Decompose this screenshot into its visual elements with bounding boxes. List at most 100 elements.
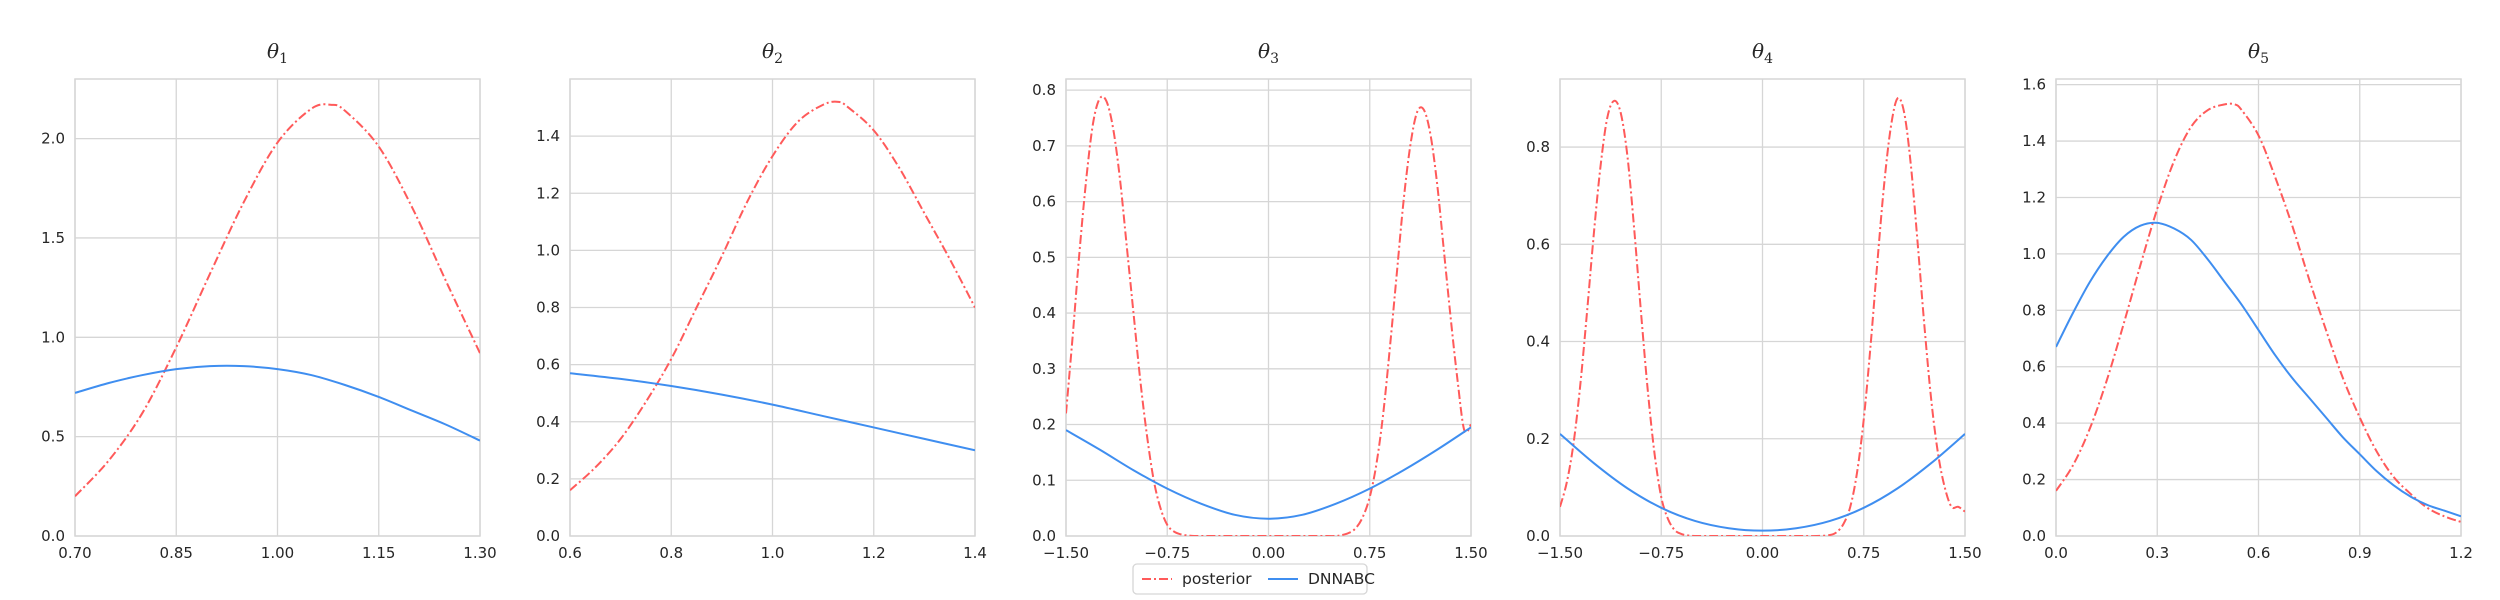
panel-title: θ1 bbox=[267, 39, 288, 67]
legend-dnnabc-label: DNNABC bbox=[1308, 570, 1375, 588]
y-tick-label: 1.2 bbox=[536, 184, 560, 202]
posterior-line bbox=[2056, 102, 2461, 523]
panel-title: θ3 bbox=[1258, 39, 1279, 67]
y-tick-label: 2.0 bbox=[41, 130, 65, 148]
panel-title-symbol: θ bbox=[267, 39, 279, 63]
y-tick-label: 1.0 bbox=[41, 328, 65, 346]
series-group bbox=[2056, 102, 2461, 523]
subplot-3: −1.50 −0.75 0.00 0.75 1.50 0.0 0.1 0.2 0.3 0.4 0.5… bbox=[1032, 39, 1488, 562]
dnnabc-line bbox=[570, 372, 975, 452]
panel-title: θ2 bbox=[762, 39, 783, 67]
plot-frame bbox=[1065, 78, 1472, 537]
subplot-5: 0.0 0.3 0.6 0.9 1.2 0.0 0.2 0.4 0.6 0.8 1.0 1.2 1.4 1… bbox=[2022, 39, 2473, 562]
x-tick-label: 0.75 bbox=[1847, 544, 1880, 562]
x-tick-label: 0.0 bbox=[2044, 544, 2068, 562]
y-tick-label: 1.2 bbox=[2022, 188, 2046, 206]
y-tick-label: 0.8 bbox=[536, 299, 560, 317]
x-tick-label: 0.6 bbox=[558, 544, 582, 562]
series-group bbox=[75, 103, 480, 497]
x-tick-label: 0.00 bbox=[1252, 544, 1285, 562]
y-tick-label: 1.4 bbox=[2022, 132, 2046, 150]
x-tick-label: 1.50 bbox=[1948, 544, 1981, 562]
y-tick-label: 0.6 bbox=[536, 356, 560, 374]
x-tick-label: 1.15 bbox=[362, 544, 395, 562]
legend-frame bbox=[1132, 563, 1368, 595]
y-tick-label: 0.2 bbox=[2022, 471, 2046, 489]
y-tick-label: 0.2 bbox=[536, 470, 560, 488]
y-tick-label: 0.0 bbox=[1526, 527, 1550, 545]
panel-title-subscript: 2 bbox=[774, 51, 783, 67]
x-tick-label: −0.75 bbox=[1144, 544, 1190, 562]
dnnabc-line bbox=[2056, 221, 2461, 518]
x-tick-label: 1.50 bbox=[1454, 544, 1487, 562]
y-tick-label: 1.5 bbox=[41, 229, 65, 247]
panel-title-subscript: 5 bbox=[2260, 51, 2269, 67]
y-tick-label: 0.6 bbox=[1032, 193, 1056, 211]
y-tick-label: 1.4 bbox=[536, 127, 560, 145]
y-tick-label: 0.7 bbox=[1032, 137, 1056, 155]
x-tick-label: 0.8 bbox=[659, 544, 683, 562]
dnnabc-line bbox=[75, 364, 480, 442]
posterior-line bbox=[1066, 95, 1471, 536]
y-tick-label: 0.4 bbox=[1032, 304, 1056, 322]
subplot-2: 0.6 0.8 1.0 1.2 1.4 0.0 0.2 0.4 0.6 0.8 1.0 1.2 1.4 θ… bbox=[536, 39, 987, 562]
panel-title-subscript: 4 bbox=[1764, 51, 1773, 67]
x-tick-label: −1.50 bbox=[1537, 544, 1583, 562]
panel-title-subscript: 3 bbox=[1270, 51, 1279, 67]
legend-posterior-label: posterior bbox=[1182, 570, 1252, 588]
y-tick-label: 0.1 bbox=[1032, 471, 1056, 489]
y-tick-label: 0.4 bbox=[1526, 333, 1550, 351]
panel-title-symbol: θ bbox=[1258, 39, 1270, 63]
panel-title-symbol: θ bbox=[762, 39, 774, 63]
subplot-panels: 0.70 0.85 1.00 1.15 1.300.00.51.01.52.0θ10.6… bbox=[41, 39, 2473, 562]
x-tick-label: 0.75 bbox=[1353, 544, 1386, 562]
posterior-line bbox=[75, 103, 480, 497]
x-tick-label: −1.50 bbox=[1043, 544, 1089, 562]
x-tick-label: 0.70 bbox=[58, 544, 91, 562]
series-group bbox=[1066, 95, 1471, 536]
x-tick-label: 0.9 bbox=[2348, 544, 2372, 562]
posterior-line bbox=[1560, 96, 1965, 536]
y-tick-label: 0.2 bbox=[1032, 416, 1056, 434]
y-tick-label: 0.5 bbox=[41, 428, 65, 446]
x-tick-label: 1.2 bbox=[2449, 544, 2473, 562]
panel-title-symbol: θ bbox=[2248, 39, 2260, 63]
subplot-1: 0.70 0.85 1.00 1.15 1.30 0.0 0.5 1.0 1.5 2.0 θ1 bbox=[41, 39, 497, 562]
y-tick-label: 0.6 bbox=[1526, 235, 1550, 253]
x-tick-label: 1.4 bbox=[963, 544, 987, 562]
dnnabc-line bbox=[1066, 426, 1471, 520]
y-tick-label: 1.6 bbox=[2022, 76, 2046, 94]
y-tick-label: 0.8 bbox=[2022, 301, 2046, 319]
plot-frame bbox=[74, 78, 481, 537]
posterior-line bbox=[570, 100, 975, 492]
x-tick-label: −0.75 bbox=[1638, 544, 1684, 562]
y-tick-label: 0.2 bbox=[1526, 430, 1550, 448]
y-tick-label: 0.0 bbox=[536, 527, 560, 545]
y-tick-label: 1.0 bbox=[2022, 245, 2046, 263]
y-tick-label: 0.5 bbox=[1032, 248, 1056, 266]
y-tick-label: 0.6 bbox=[2022, 358, 2046, 376]
x-tick-label: 1.30 bbox=[463, 544, 496, 562]
legend: posterior DNNABC bbox=[1132, 563, 1375, 595]
series-group bbox=[570, 100, 975, 492]
y-tick-label: 0.3 bbox=[1032, 360, 1056, 378]
series-group bbox=[1560, 96, 1965, 536]
x-tick-label: 0.3 bbox=[2145, 544, 2169, 562]
y-tick-label: 0.0 bbox=[2022, 527, 2046, 545]
x-tick-label: 1.00 bbox=[261, 544, 294, 562]
y-tick-label: 0.0 bbox=[1032, 527, 1056, 545]
dnnabc-line bbox=[1560, 433, 1965, 532]
panel-title-symbol: θ bbox=[1752, 39, 1764, 63]
x-tick-label: 0.85 bbox=[160, 544, 193, 562]
panel-title-subscript: 1 bbox=[279, 51, 288, 67]
y-tick-label: 0.8 bbox=[1032, 81, 1056, 99]
y-tick-label: 0.4 bbox=[2022, 414, 2046, 432]
y-tick-label: 0.8 bbox=[1526, 138, 1550, 156]
x-tick-label: 0.00 bbox=[1746, 544, 1779, 562]
plot-frame bbox=[2055, 78, 2462, 537]
y-tick-label: 0.4 bbox=[536, 413, 560, 431]
y-tick-label: 1.0 bbox=[536, 241, 560, 259]
panel-title: θ5 bbox=[2248, 39, 2269, 67]
x-tick-label: 1.2 bbox=[862, 544, 886, 562]
